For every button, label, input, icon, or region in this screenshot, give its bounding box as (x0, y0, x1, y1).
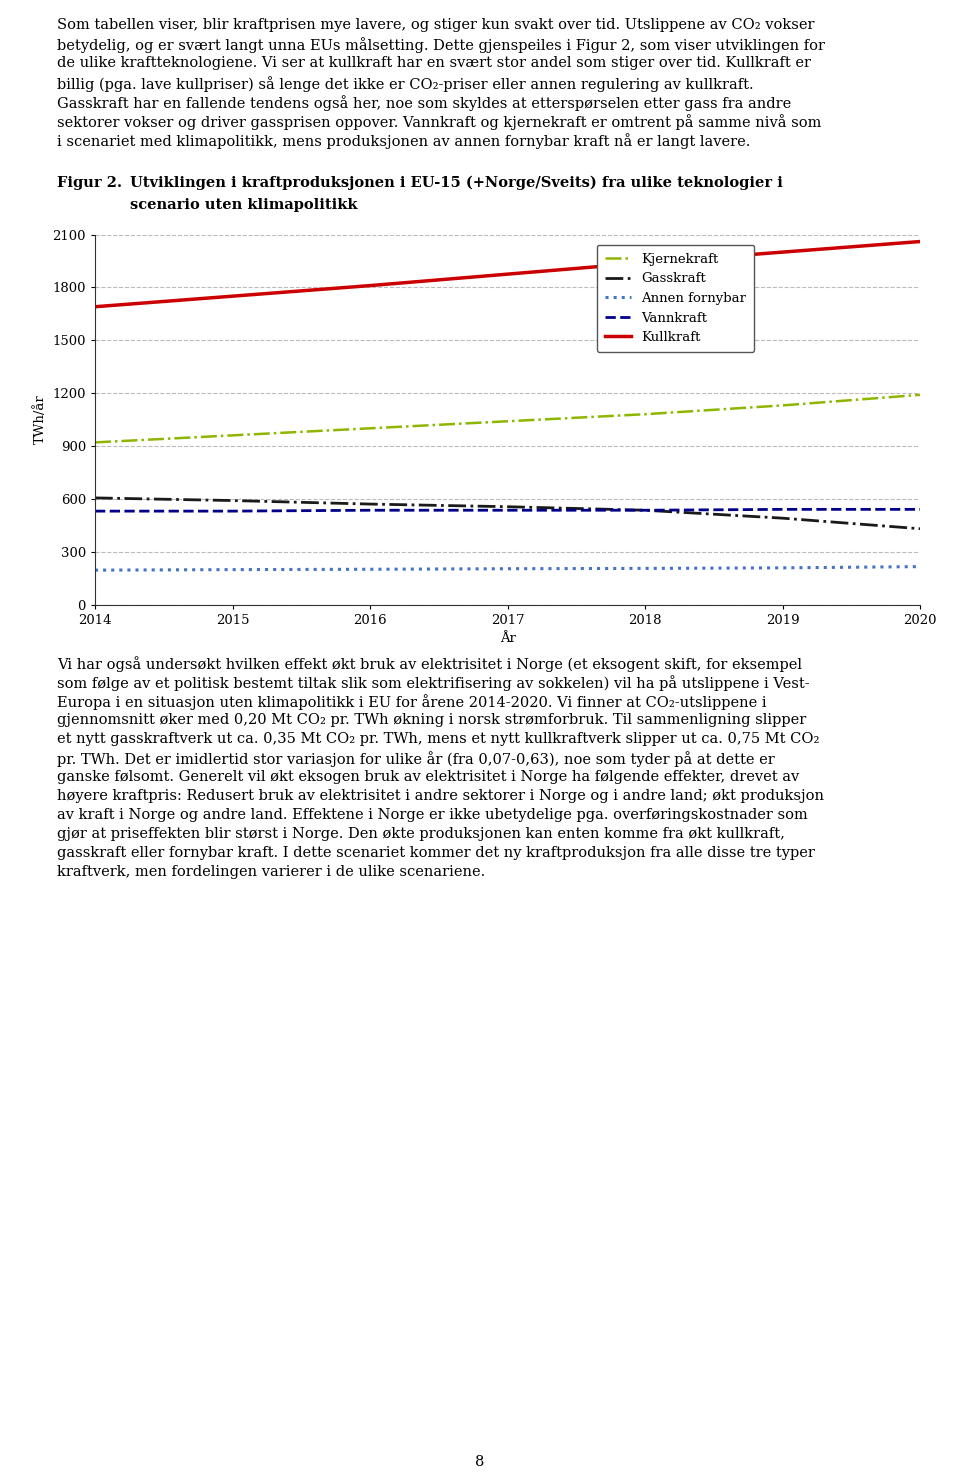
Text: scenario uten klimapolitikk: scenario uten klimapolitikk (130, 198, 357, 212)
Text: ganske følsomt. Generelt vil økt eksogen bruk av elektrisitet i Norge ha følgend: ganske følsomt. Generelt vil økt eksogen… (57, 770, 800, 783)
Text: høyere kraftpris: Redusert bruk av elektrisitet i andre sektorer i Norge og i an: høyere kraftpris: Redusert bruk av elekt… (57, 789, 824, 803)
Legend: Kjernekraft, Gasskraft, Annen fornybar, Vannkraft, Kullkraft: Kjernekraft, Gasskraft, Annen fornybar, … (596, 244, 755, 352)
X-axis label: År: År (499, 632, 516, 646)
Text: betydelig, og er svært langt unna EUs målsetting. Dette gjenspeiles i Figur 2, s: betydelig, og er svært langt unna EUs må… (57, 37, 825, 53)
Text: et nytt gasskraftverk ut ca. 0,35 Mt CO₂ pr. TWh, mens et nytt kullkraftverk sli: et nytt gasskraftverk ut ca. 0,35 Mt CO₂… (57, 732, 820, 746)
Text: Utviklingen i kraftproduksjonen i EU-15 (+Norge/Sveits) fra ulike teknologier i: Utviklingen i kraftproduksjonen i EU-15 … (130, 176, 782, 190)
Text: Vi har også undersøkt hvilken effekt økt bruk av elektrisitet i Norge (et eksoge: Vi har også undersøkt hvilken effekt økt… (57, 656, 802, 672)
Text: Gasskraft har en fallende tendens også her, noe som skyldes at etterspørselen et: Gasskraft har en fallende tendens også h… (57, 95, 791, 111)
Text: gjennomsnitt øker med 0,20 Mt CO₂ pr. TWh økning i norsk strømforbruk. Til samme: gjennomsnitt øker med 0,20 Mt CO₂ pr. TW… (57, 714, 806, 727)
Text: billig (pga. lave kullpriser) så lenge det ikke er CO₂-priser eller annen regule: billig (pga. lave kullpriser) så lenge d… (57, 76, 754, 92)
Y-axis label: TWh/år: TWh/år (34, 394, 47, 444)
Text: Figur 2.: Figur 2. (57, 176, 122, 190)
Text: av kraft i Norge og andre land. Effektene i Norge er ikke ubetydelige pga. overf: av kraft i Norge og andre land. Effekten… (57, 807, 807, 822)
Text: Europa i en situasjon uten klimapolitikk i EU for årene 2014-2020. Vi finner at : Europa i en situasjon uten klimapolitikk… (57, 695, 767, 711)
Text: gasskraft eller fornybar kraft. I dette scenariet kommer det ny kraftproduksjon : gasskraft eller fornybar kraft. I dette … (57, 846, 815, 859)
Text: 8: 8 (475, 1454, 485, 1469)
Text: Som tabellen viser, blir kraftprisen mye lavere, og stiger kun svakt over tid. U: Som tabellen viser, blir kraftprisen mye… (57, 18, 814, 33)
Text: pr. TWh. Det er imidlertid stor variasjon for ulike år (fra 0,07-0,63), noe som : pr. TWh. Det er imidlertid stor variasjo… (57, 751, 775, 767)
Text: som følge av et politisk bestemt tiltak slik som elektrifisering av sokkelen) vi: som følge av et politisk bestemt tiltak … (57, 675, 809, 692)
Text: de ulike kraftteknologiene. Vi ser at kullkraft har en svært stor andel som stig: de ulike kraftteknologiene. Vi ser at ku… (57, 56, 811, 71)
Text: kraftverk, men fordelingen varierer i de ulike scenariene.: kraftverk, men fordelingen varierer i de… (57, 865, 485, 878)
Text: sektorer vokser og driver gassprisen oppover. Vannkraft og kjernekraft er omtren: sektorer vokser og driver gassprisen opp… (57, 114, 822, 130)
Text: i scenariet med klimapolitikk, mens produksjonen av annen fornybar kraft nå er l: i scenariet med klimapolitikk, mens prod… (57, 133, 751, 150)
Text: gjør at priseffekten blir størst i Norge. Den økte produksjonen kan enten komme : gjør at priseffekten blir størst i Norge… (57, 826, 785, 841)
